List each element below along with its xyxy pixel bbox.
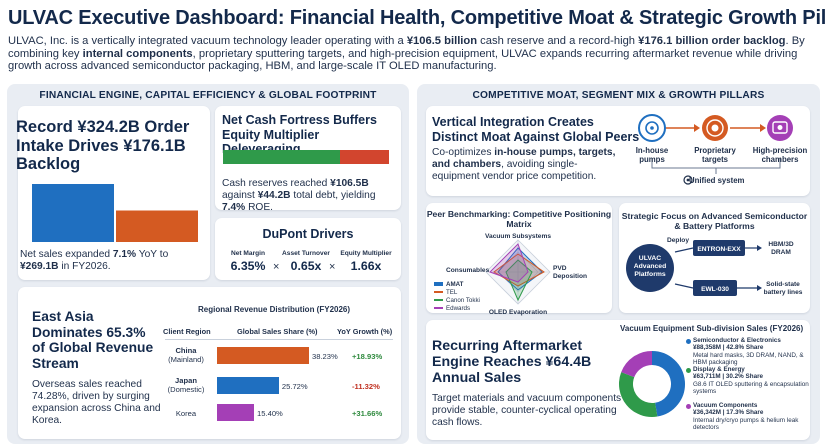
col-client-region: Client Region <box>163 327 211 336</box>
ewl-030-node <box>693 280 737 296</box>
legend-item-tel: TEL <box>434 288 480 296</box>
chain-label-chambers: High-precision chambers <box>752 146 808 164</box>
segment-donut-chart <box>619 351 685 417</box>
east-asia-card <box>18 287 401 439</box>
korea-share-bar <box>217 404 255 421</box>
multiply-sign: × <box>329 261 336 273</box>
east-asia-headline: East Asia Dominates 65.3% of Global Reve… <box>32 309 154 371</box>
chain-label-targets: Proprietary targets <box>694 146 736 164</box>
region-japan: Japan (Domestic) <box>167 376 205 394</box>
col-sales-share: Global Sales Share (%) <box>237 327 318 336</box>
dupont-title: DuPont Drivers <box>262 227 354 241</box>
gear-icon <box>683 175 693 185</box>
platform-arrow-head <box>757 245 762 251</box>
ulvac-hub-node <box>626 244 674 292</box>
integration-chain-diagram <box>638 114 793 185</box>
legend-item-edwards: Edwards <box>434 304 480 312</box>
segment-dot-semiconductor <box>686 339 691 344</box>
cash-reserve-text: Cash reserves reached ¥106.5B against ¥4… <box>222 178 376 213</box>
dupont-card <box>215 218 401 280</box>
legend-item-canon-tokki: Canon Tokki <box>434 296 480 304</box>
segment-dot-display <box>686 368 691 373</box>
col-yoy-growth: YoY Growth (%) <box>337 327 393 336</box>
japan-share-label: 25.72% <box>281 382 308 391</box>
dupont-asset-turnover: Asset Turnover 0.65x <box>282 250 330 273</box>
segment-dot-components <box>686 404 691 409</box>
region-korea: Korea <box>175 409 197 418</box>
deploy-label: Deploy <box>667 237 689 244</box>
hub-label: ULVAC Advanced Platforms <box>634 255 666 278</box>
china-share-label: 38.23% <box>312 352 338 361</box>
aftermarket-card <box>426 320 810 440</box>
vertical-integration-text: Co-optimizes in-house pumps, targets, an… <box>432 147 616 182</box>
donut-slice-display <box>619 372 658 417</box>
chain-arrow <box>760 124 766 132</box>
unified-system-label: Unified system <box>689 176 745 185</box>
edwards-series <box>489 243 529 283</box>
china-share-bar <box>217 347 309 364</box>
aftermarket-text: Target materials and vacuum components p… <box>432 393 622 428</box>
segment-display: Display & Energy ¥63,711M | 30.2% Share G8… <box>693 366 809 396</box>
cash-segment <box>223 150 341 164</box>
debt-segment <box>340 150 389 164</box>
order-backlog-bars <box>32 184 198 242</box>
canon-tokki-series <box>505 259 533 302</box>
deploy-connector <box>674 247 694 253</box>
strategic-focus-title: Strategic Focus on Advanced Semiconducto… <box>621 211 808 231</box>
vertical-integration-headline: Vertical Integration Creates Distinct Mo… <box>432 115 640 144</box>
japan-share-bar <box>217 377 279 394</box>
peer-benchmark-title: Peer Benchmarking: Competitive Positioni… <box>426 209 612 229</box>
japan-yoy: -11.32% <box>352 382 380 391</box>
peer-radar-chart: Vacuum Subsystems PVD Deposition OLED Eva… <box>446 233 587 316</box>
chain-arrow <box>694 124 700 132</box>
axis-label-consumables: Consumables <box>446 267 490 274</box>
segment-chart-title: Vacuum Equipment Sub-division Sales (FY2… <box>620 324 804 333</box>
china-yoy: +18.93% <box>352 352 383 361</box>
deploy-connector <box>674 283 694 289</box>
target-icon <box>702 115 728 141</box>
segment-semiconductor: Semiconductor & Electronics ¥88,358M | 42… <box>693 337 804 367</box>
dupont-equity-multiplier: Equity Multiplier 1.66x <box>340 250 392 273</box>
ewl-030-label: EWL-030 <box>701 286 729 293</box>
moat-section-title: COMPETITIVE MOAT, SEGMENT MIX & GROWTH P… <box>472 90 765 101</box>
multiply-sign: × <box>273 261 280 273</box>
hbm-dram-label: HBM/3D DRAM <box>768 241 794 256</box>
record-order-headline: Record ¥324.2B Order Intake Drives ¥176.… <box>16 118 190 173</box>
page-title: ULVAC Executive Dashboard: Financial Hea… <box>8 7 826 29</box>
solid-state-label: Solid-state battery lines <box>764 281 803 296</box>
dupont-net-margin: Net Margin 6.35% <box>230 250 266 273</box>
net-sales-text: Net sales expanded 7.1% YoY to ¥269.1B i… <box>20 249 169 272</box>
donut-slice-semiconductor <box>651 351 685 417</box>
entron-exx-label: ENTRON-EXX <box>697 246 741 253</box>
axis-label-oled: OLED Evaporation <box>489 309 547 316</box>
pump-icon <box>638 114 666 142</box>
donut-slice-components <box>621 351 653 378</box>
cash-vs-debt-bar <box>223 150 389 164</box>
platform-deploy-diagram: ULVAC Advanced Platforms ENTRON-EXX EWL-03… <box>626 237 803 296</box>
legend-item-amat: AMAT <box>434 280 480 288</box>
entron-exx-node <box>693 240 745 256</box>
aftermarket-headline: Recurring Aftermarket Engine Reaches ¥64… <box>432 338 592 386</box>
platform-arrow-head <box>757 285 762 291</box>
segment-components: Vacuum Components ¥36,342M | 17.3% Share I… <box>693 402 799 432</box>
axis-label-pvd: PVD Deposition <box>553 265 587 280</box>
korea-yoy: +31.66% <box>352 409 383 418</box>
financial-section-title: FINANCIAL ENGINE, CAPITAL EFFICIENCY & G… <box>39 90 377 101</box>
chain-label-pumps: In-house pumps <box>635 146 669 164</box>
region-china: China (Mainland) <box>168 346 204 364</box>
vertical-integration-card <box>426 106 810 196</box>
chamber-icon <box>767 115 793 141</box>
backlog-bar <box>116 210 198 242</box>
order-intake-bar <box>32 184 114 242</box>
korea-share-label: 15.40% <box>257 409 283 418</box>
page-subtitle: ULVAC, Inc. is a vertically integrated v… <box>8 35 805 73</box>
header-divider <box>165 339 393 340</box>
regional-chart-title: Regional Revenue Distribution (FY2026) <box>198 305 351 314</box>
axis-label-vacuum: Vacuum Subsystems <box>485 233 551 240</box>
peer-legend: AMAT TEL Canon Tokki Edwards <box>434 280 480 312</box>
overseas-sales-text: Overseas sales reached 74.28%, driven by… <box>32 379 161 426</box>
